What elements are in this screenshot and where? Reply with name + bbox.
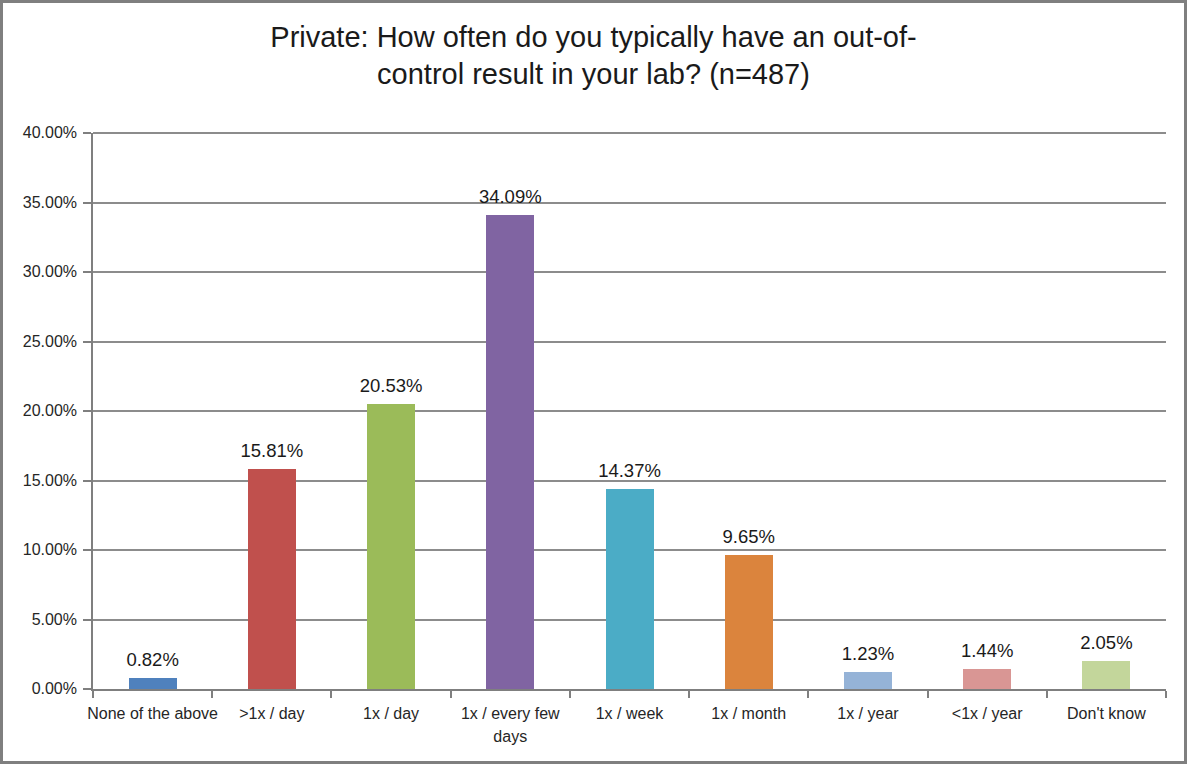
plot-area: 0.00%5.00%10.00%15.00%20.00%25.00%30.00%… <box>93 133 1166 689</box>
x-axis-tick-1 <box>211 691 213 698</box>
y-axis-label-15: 15.00% <box>0 472 77 490</box>
x-axis-tick-9 <box>1165 691 1167 698</box>
chart-title-line-2: control result in your lab? (n=487) <box>3 56 1184 93</box>
y-axis-label-20: 20.00% <box>0 402 77 420</box>
x-axis-tick-7 <box>927 691 929 698</box>
chart-window: Private: How often do you typically have… <box>0 0 1187 764</box>
bar-none-of-the-above <box>129 678 177 689</box>
data-label-1x-year: 1.44% <box>961 640 1013 662</box>
y-axis-tick-5 <box>83 619 91 621</box>
x-axis-tick-6 <box>807 691 809 698</box>
x-axis-label-1x-every-few-days: 1x / every few days <box>445 702 576 748</box>
y-axis-label-30: 30.00% <box>0 263 77 281</box>
bar-1x-day <box>248 469 296 689</box>
bar-1x-week <box>606 489 654 689</box>
gridline-40 <box>93 132 1166 134</box>
x-axis-label-don-t-know: Don't know <box>1041 702 1172 725</box>
data-label-1x-every-few-days: 34.09% <box>479 186 542 208</box>
chart-title: Private: How often do you typically have… <box>3 19 1184 93</box>
x-axis-tick-2 <box>330 691 332 698</box>
y-axis-tick-10 <box>83 549 91 551</box>
bar-don-t-know <box>1082 661 1130 689</box>
y-axis-tick-30 <box>83 271 91 273</box>
bar-1x-every-few-days <box>486 215 534 689</box>
bar-1x-year <box>844 672 892 689</box>
chart-title-line-1: Private: How often do you typically have… <box>3 19 1184 56</box>
data-label-1x-day: 20.53% <box>360 375 423 397</box>
bar-1x-month <box>725 555 773 689</box>
y-axis-tick-35 <box>83 202 91 204</box>
data-label-none-of-the-above: 0.82% <box>126 649 178 671</box>
gridline-35 <box>93 202 1166 204</box>
y-axis-label-35: 35.00% <box>0 194 77 212</box>
y-axis-tick-25 <box>83 341 91 343</box>
data-label-don-t-know: 2.05% <box>1080 632 1132 654</box>
gridline-30 <box>93 271 1166 273</box>
x-axis-line <box>91 689 1166 691</box>
x-axis-tick-8 <box>1046 691 1048 698</box>
x-axis-tick-3 <box>450 691 452 698</box>
y-axis-tick-0 <box>83 688 91 690</box>
x-axis-label-1x-year: 1x / year <box>802 702 933 725</box>
y-axis-tick-40 <box>83 132 91 134</box>
data-label-1x-day: 15.81% <box>240 440 303 462</box>
gridline-20 <box>93 410 1166 412</box>
x-axis-tick-5 <box>688 691 690 698</box>
y-axis-label-0: 0.00% <box>0 680 77 698</box>
data-label-1x-week: 14.37% <box>598 460 661 482</box>
x-axis-label-none-of-the-above: None of the above <box>87 702 218 725</box>
gridline-25 <box>93 341 1166 343</box>
bar-1x-day <box>367 404 415 689</box>
x-axis-tick-0 <box>92 691 94 698</box>
x-axis-label-1x-day: 1x / day <box>325 702 456 725</box>
data-label-1x-month: 9.65% <box>722 526 774 548</box>
y-axis-label-40: 40.00% <box>0 124 77 142</box>
x-axis-label-1x-month: 1x / month <box>683 702 814 725</box>
x-axis-label-1x-year: <1x / year <box>922 702 1053 725</box>
y-axis-tick-15 <box>83 480 91 482</box>
y-axis-label-5: 5.00% <box>0 611 77 629</box>
y-axis-line <box>91 133 93 691</box>
bar-1x-year <box>963 669 1011 689</box>
y-axis-label-10: 10.00% <box>0 541 77 559</box>
y-axis-label-25: 25.00% <box>0 333 77 351</box>
x-axis-label-1x-week: 1x / week <box>564 702 695 725</box>
data-label-1x-year: 1.23% <box>842 643 894 665</box>
y-axis-tick-20 <box>83 410 91 412</box>
x-axis-label-1x-day: >1x / day <box>206 702 337 725</box>
x-axis-tick-4 <box>569 691 571 698</box>
